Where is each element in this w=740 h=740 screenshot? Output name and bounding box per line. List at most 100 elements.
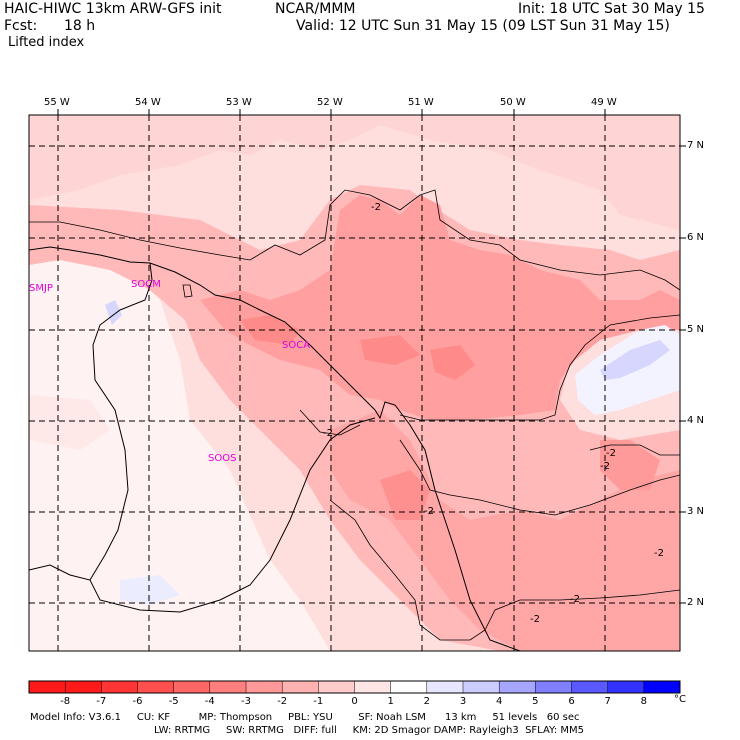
forecast-label: Fcst: [4, 18, 38, 34]
colorbar-cell [607, 681, 645, 693]
lat-label: 6 N [687, 232, 705, 243]
shade-minus3-south [330, 410, 680, 651]
valid-time: Valid: 12 UTC Sun 31 May 15 (09 LST Sun … [296, 18, 670, 34]
contour-labels: -2 -2 -2 -2 -2 -2 -2 -2 [323, 202, 664, 625]
colorbar-cell [499, 681, 536, 693]
lon-label: 53 W [226, 97, 252, 108]
colorbar-cell [571, 681, 609, 693]
colorbar-cell [643, 681, 681, 693]
colorbar-cell [173, 681, 211, 693]
lat-label: 5 N [687, 324, 705, 335]
shade-plus1-south [120, 575, 180, 605]
colorbar-label: 4 [496, 696, 503, 707]
contour-minus2-north [29, 189, 680, 291]
contour-label: -2 [600, 461, 610, 472]
colorbar-cell [426, 681, 464, 693]
colorbar-cells [29, 681, 681, 693]
colorbar-cell [318, 681, 355, 693]
colorbar-label: -3 [241, 696, 251, 707]
lat-label: 2 N [687, 597, 705, 608]
colorbar-label: 3 [459, 696, 467, 707]
shade-minus2-north [29, 115, 680, 230]
colorbar-cell [282, 681, 319, 693]
lon-label: 54 W [135, 97, 161, 108]
colorbar-cell [354, 681, 392, 693]
forecast-hour: 18 h [64, 18, 96, 34]
colorbar-label: 1 [387, 696, 394, 707]
colorbar-cell [137, 681, 175, 693]
colorbar-frame [28, 680, 681, 694]
colorbar-cell [29, 681, 66, 693]
colorbar-label: 5 [532, 696, 539, 707]
colorbar-label: -2 [277, 696, 288, 707]
colorbar-cell [246, 681, 283, 693]
border-suriname-west [89, 262, 153, 581]
colorbar-label: -1 [313, 696, 324, 707]
station-label: SOCM [131, 279, 161, 290]
latlon-grid [29, 115, 680, 651]
contour-minus2-mid [399, 314, 680, 421]
shaded-field [29, 115, 680, 651]
lon-label: 51 W [408, 97, 434, 108]
station-label: SOCA [282, 340, 311, 351]
shade-minus4-b [360, 335, 420, 365]
contour-small-island [182, 284, 193, 298]
colorbar-cell [390, 681, 428, 693]
boundaries [29, 246, 521, 651]
contour-minus2-east [589, 444, 680, 456]
contour-minus2-southeast [329, 499, 680, 641]
shade-minus3-spot [380, 470, 430, 520]
contour-label: -2 [323, 428, 333, 439]
colorbar-cell [535, 681, 572, 693]
colorbar-label: -7 [96, 696, 107, 707]
contour-label: -2 [530, 614, 540, 625]
colorbar-label: 2 [423, 696, 430, 707]
model-info-line1: Model Info: V3.6.1 CU: KF MP: Thompson P… [30, 712, 580, 723]
init-time: Init: 18 UTC Sat 30 May 15 [518, 1, 705, 17]
field-name: Lifted index [8, 35, 85, 50]
contours [29, 189, 680, 641]
colorbar-unit: °C [674, 694, 686, 705]
model-info-line2: LW: RRTMG SW: RRTMG DIFF: full KM: 2D Sm… [154, 725, 584, 736]
colorbar-label: 7 [604, 696, 611, 707]
shade-minus4-c [430, 345, 475, 380]
lat-label: 3 N [687, 506, 705, 517]
contour-label: -2 [606, 448, 616, 459]
model-title: HAIC-HIWC 13km ARW-GFS init [4, 1, 222, 17]
lat-label: 7 N [687, 140, 705, 151]
colorbar-label: 6 [568, 696, 575, 707]
lon-label: 49 W [591, 97, 617, 108]
contour-label: -2 [424, 506, 434, 517]
coastline [29, 246, 521, 651]
colorbar-cell [209, 681, 247, 693]
shade-minus3-east [600, 440, 660, 490]
lat-label: 4 N [687, 415, 705, 426]
lon-label: 55 W [44, 97, 70, 108]
contour-label: -2 [570, 594, 580, 605]
lon-label: 52 W [317, 97, 343, 108]
shade-plus2-east [600, 340, 670, 380]
border-suriname-guiana-south [29, 417, 376, 613]
contour-label: -2 [654, 548, 664, 559]
contour-minus2-south [399, 439, 680, 516]
colorbar-cell [65, 681, 102, 693]
contour-label: -2 [371, 202, 381, 213]
organization-label: NCAR/MMM [275, 1, 356, 17]
colorbar-label: -8 [60, 696, 71, 707]
station-label: SMJP [29, 283, 53, 294]
shade-plus2-west [105, 300, 122, 325]
colorbar-label: 8 [640, 696, 647, 707]
colorbar-label: 0 [351, 696, 358, 707]
shade-minus3-core [200, 195, 680, 420]
lon-label: 50 W [500, 97, 526, 108]
colorbar-cell [463, 681, 500, 693]
colorbar-label: -4 [204, 696, 215, 707]
colorbar-cell [101, 681, 138, 693]
colorbar-label: -6 [132, 696, 143, 707]
map-frame [28, 114, 681, 652]
axis-ticks [57, 109, 686, 604]
colorbar-label: -5 [168, 696, 179, 707]
station-label: SOOS [208, 453, 237, 464]
